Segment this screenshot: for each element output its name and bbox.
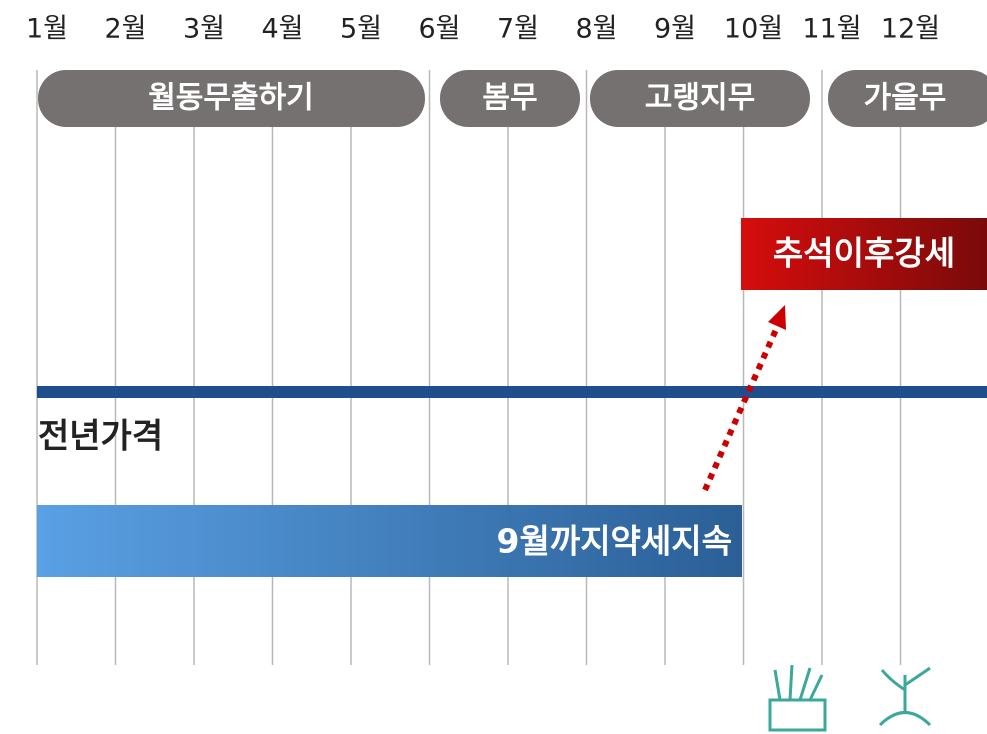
season-label: 고랭지무 [645,81,755,116]
month-label: 4월 [261,14,303,45]
season-label: 월동무출하기 [148,81,314,116]
weak-label: 9월까지약세지속 [497,522,732,561]
month-label: 7월 [497,14,539,45]
month-label: 9월 [654,14,696,45]
season-pill [590,70,810,127]
season-pill [440,70,580,127]
month-labels: 1월 2월 3월 4월 5월 6월 7월 8월 9월 10월 11월 12월 [26,14,940,45]
rise-box [741,218,987,290]
season-label: 봄무 [482,81,537,116]
month-label: 6월 [418,14,460,45]
season-pill [38,70,425,127]
plant-icon [768,664,932,732]
month-label: 8월 [575,14,617,45]
previous-year-label: 전년가격 [38,417,163,457]
month-label: 1월 [26,14,68,45]
month-label: 5월 [340,14,382,45]
month-label: 2월 [104,14,146,45]
month-label: 12월 [881,14,940,45]
season-label: 가을무 [864,81,947,116]
month-label: 3월 [183,14,225,45]
trend-arrow [702,323,781,492]
month-label: 10월 [724,14,783,45]
season-pill [828,70,987,127]
month-label: 11월 [802,14,861,45]
weak-bar [37,505,742,577]
month-grid [36,70,902,665]
rise-label: 추석이후강세 [773,234,955,273]
arrow-head [768,305,786,330]
